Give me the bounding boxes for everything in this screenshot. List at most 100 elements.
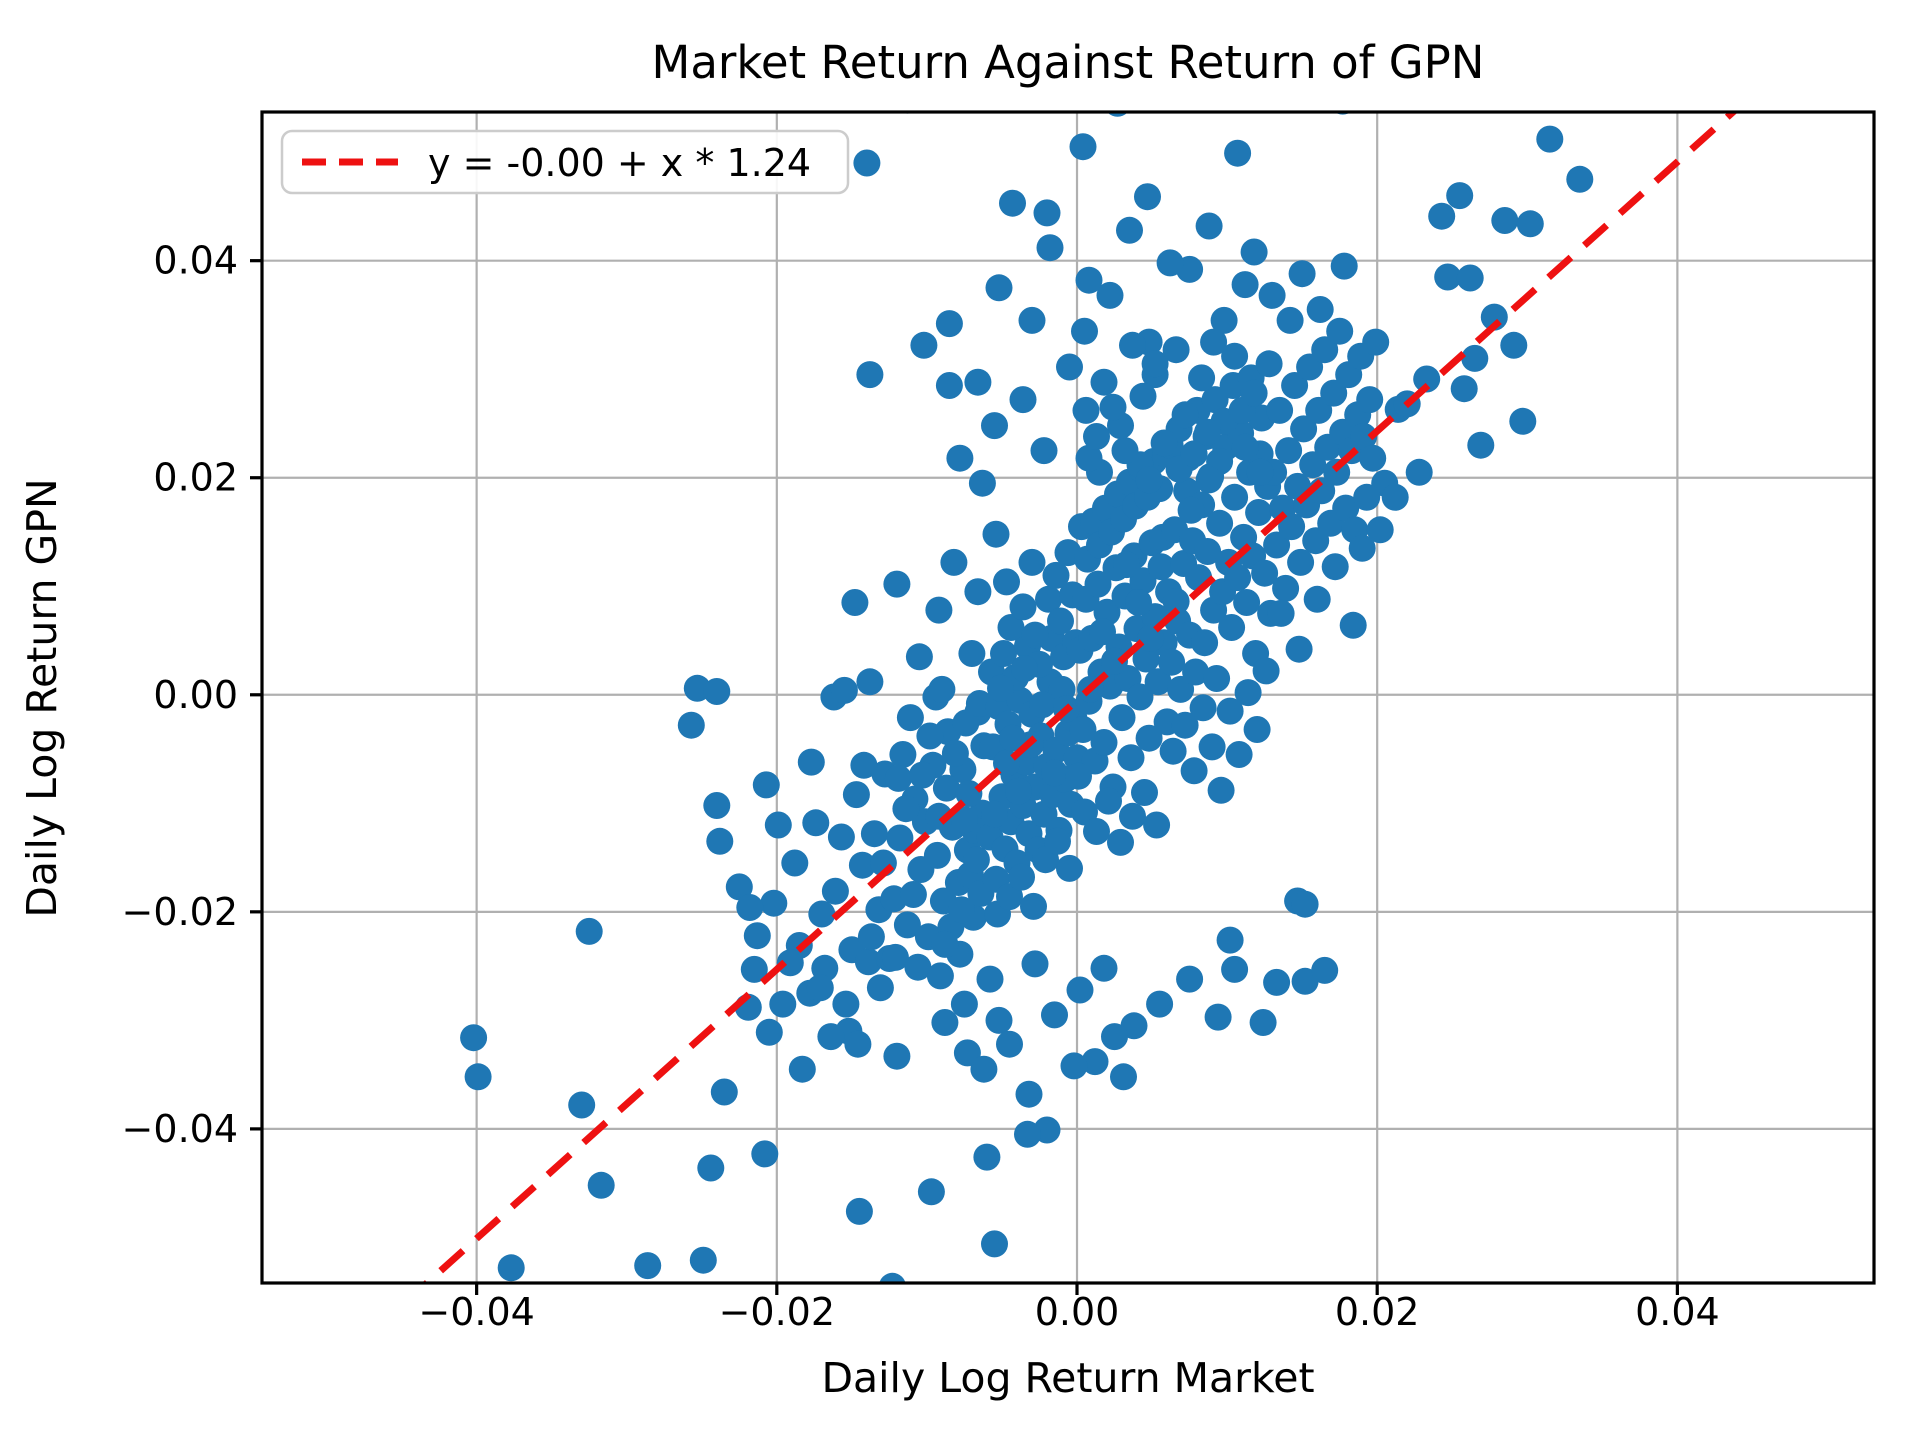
scatter-point — [999, 724, 1026, 752]
scatter-point — [987, 674, 1014, 702]
scatter-point — [1075, 444, 1103, 472]
scatter-point — [1266, 396, 1294, 424]
scatter-point — [910, 331, 938, 359]
scatter-point — [996, 1030, 1023, 1058]
scatter-point — [1276, 306, 1304, 334]
scatter-point — [725, 873, 753, 901]
scatter-point — [860, 820, 888, 848]
scatter-point — [832, 990, 860, 1018]
scatter-point — [1500, 331, 1528, 359]
regression-line — [421, 112, 1739, 1283]
scatter-point — [1326, 317, 1354, 345]
scatter-point — [706, 827, 734, 855]
scatter-point — [740, 955, 768, 983]
scatter-point — [1036, 234, 1064, 262]
scatter-point — [1101, 1023, 1128, 1051]
scatter-point — [889, 741, 917, 768]
scatter-point — [935, 310, 963, 338]
scatter-point — [1056, 353, 1083, 381]
scatter-point — [1135, 466, 1163, 494]
x-tick-label: −0.04 — [418, 1290, 534, 1334]
scatter-point — [917, 1178, 945, 1206]
scatter-point — [879, 1272, 906, 1283]
scatter-point — [697, 1154, 725, 1182]
scatter-point — [1116, 216, 1143, 244]
scatter-point — [1081, 1048, 1109, 1076]
scatter-point — [1516, 210, 1544, 238]
scatter-point — [1035, 585, 1062, 613]
x-tick-label: 0.00 — [1035, 1290, 1120, 1334]
scatter-point — [1252, 657, 1280, 685]
scatter-point — [817, 1023, 845, 1051]
scatter-point — [1245, 499, 1273, 526]
scatter-point — [1042, 561, 1070, 589]
scatter-point — [1195, 212, 1223, 240]
scatter-point — [1255, 350, 1283, 378]
scatter-point — [1005, 777, 1032, 805]
scatter-point — [908, 761, 936, 789]
scatter-point — [1450, 375, 1478, 403]
scatter-point — [985, 274, 1013, 302]
scatter-point — [1233, 589, 1261, 616]
scatter-point — [1041, 759, 1068, 787]
scatter-point — [1356, 386, 1384, 414]
scatter-point — [1240, 379, 1268, 407]
scatter-point — [1056, 854, 1083, 882]
scatter-point — [1278, 513, 1306, 541]
scatter-point — [1113, 551, 1140, 579]
scatter-point — [1071, 798, 1098, 826]
scatter-point — [1018, 548, 1046, 576]
scatter-point — [1132, 645, 1160, 673]
scatter-point — [1083, 818, 1110, 845]
scatter-point — [1065, 762, 1092, 790]
scatter-point — [1258, 281, 1286, 309]
scatter-point — [899, 881, 927, 908]
scatter-point — [958, 640, 986, 667]
scatter-point — [1021, 621, 1049, 649]
y-tick-label: −0.04 — [122, 1107, 238, 1151]
x-axis-label: Daily Log Return Market — [821, 1354, 1314, 1402]
y-tick-label: 0.04 — [153, 239, 238, 283]
scatter-point — [1090, 368, 1118, 396]
scatter-point — [904, 953, 932, 981]
scatter-point — [1075, 266, 1103, 294]
scatter-point — [886, 824, 914, 852]
scatter-point — [925, 596, 953, 624]
scatter-point — [1285, 635, 1313, 663]
scatter-point — [769, 990, 797, 1018]
scatter-point — [931, 930, 959, 958]
scatter-point — [1090, 954, 1118, 982]
scatter-point — [1069, 716, 1097, 743]
scatter-point — [1096, 281, 1124, 309]
scatter-point — [1428, 202, 1456, 230]
scatter-point — [1198, 733, 1226, 761]
scatter-point — [883, 570, 911, 598]
scatter-point — [1047, 607, 1074, 635]
scatter-point — [940, 548, 968, 576]
scatter-point — [964, 368, 992, 396]
scatter-point — [993, 568, 1020, 596]
scatter-point — [1066, 976, 1094, 1004]
scatter-point — [1180, 440, 1208, 468]
scatter-point — [1350, 423, 1378, 450]
scatter-point — [1204, 1003, 1232, 1031]
scatter-point — [1362, 328, 1390, 356]
scatter-point — [808, 900, 836, 928]
scatter-point — [1221, 955, 1249, 983]
scatter-point — [1263, 531, 1291, 559]
scatter-point — [1083, 423, 1110, 450]
scatter-point — [1303, 585, 1331, 613]
scatter-point — [1029, 691, 1056, 719]
scatter-point — [1321, 553, 1349, 581]
scatter-point — [1111, 437, 1139, 465]
scatter-point — [1311, 956, 1339, 984]
scatter-point — [952, 709, 980, 737]
scatter-point — [497, 1254, 525, 1282]
scatter-point — [827, 823, 855, 851]
scatter-point — [1288, 260, 1316, 288]
scatter-point — [1069, 133, 1097, 161]
scatter-point — [1536, 125, 1564, 153]
scatter-point — [1234, 679, 1262, 707]
scatter-point — [1366, 516, 1394, 544]
scatter-point — [1194, 538, 1222, 565]
